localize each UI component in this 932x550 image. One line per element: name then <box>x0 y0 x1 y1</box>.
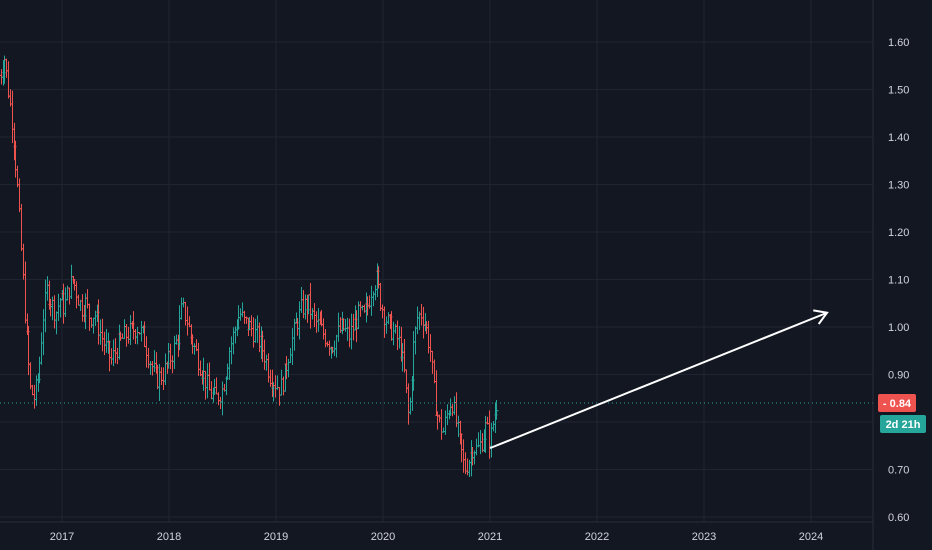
x-tick-label: 2020 <box>371 531 395 543</box>
y-tick-label: 1.60 <box>888 37 909 49</box>
x-tick-label: 2021 <box>478 531 502 543</box>
price-bars <box>0 55 499 477</box>
last-price-label: - 0.84 <box>883 398 912 410</box>
y-tick-label: 0.60 <box>888 512 909 524</box>
price-badges: - 0.84 2d 21h <box>878 394 926 433</box>
arrow-shaft[interactable] <box>489 311 828 450</box>
y-tick-label: 0.70 <box>888 465 909 477</box>
y-tick-label: 1.50 <box>888 85 909 97</box>
y-tick-label: 1.20 <box>888 227 909 239</box>
y-tick-label: 1.40 <box>888 132 909 144</box>
last-price-badge <box>878 394 916 412</box>
y-tick-label: 1.30 <box>888 180 909 192</box>
x-tick-label: 2019 <box>264 531 288 543</box>
countdown-badge <box>880 415 926 433</box>
y-tick-label: 1.00 <box>888 322 909 334</box>
arrow-head[interactable] <box>813 309 829 325</box>
y-tick-label: 1.10 <box>888 275 909 287</box>
countdown-label: 2d 21h <box>886 419 921 431</box>
x-tick-label: 2018 <box>157 531 181 543</box>
x-tick-label: 2017 <box>50 531 74 543</box>
x-tick-label: 2024 <box>799 531 823 543</box>
time-axis[interactable]: 2017 2018 2019 2020 2021 2022 2023 2024 <box>0 521 873 543</box>
trend-arrow[interactable] <box>489 309 829 450</box>
y-tick-label: 0.90 <box>888 370 909 382</box>
x-tick-label: 2023 <box>692 531 716 543</box>
grid-lines <box>0 0 873 522</box>
x-tick-label: 2022 <box>585 531 609 543</box>
